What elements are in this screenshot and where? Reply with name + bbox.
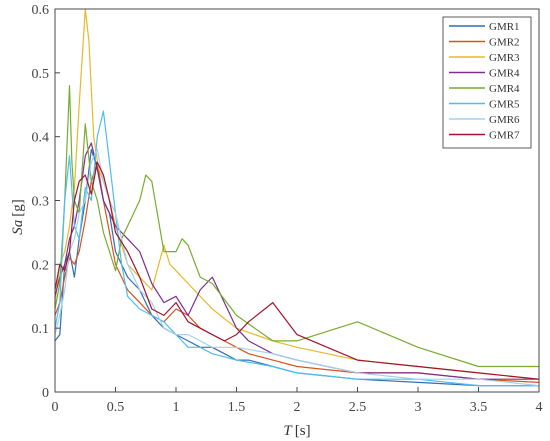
y-tick-label: 0	[42, 386, 49, 401]
legend: GMR1 GMR2 GMR3 GMR4 GMR4 GMR5 GMR6 GMR7	[442, 16, 532, 149]
legend-label-8: GMR7	[489, 130, 520, 142]
x-tick-label: 0	[52, 400, 59, 415]
x-tick-label: 2	[294, 400, 301, 415]
y-tick-label: 0.4	[32, 131, 50, 146]
x-tick-label: 3.5	[470, 400, 488, 415]
x-axis-ticks: 0 0.5 1 1.5 2 2.5 3 3.5 4	[52, 387, 543, 415]
x-axis-title-symbol: T	[283, 423, 293, 439]
legend-label-1: GMR1	[489, 21, 520, 33]
legend-label-7: GMR6	[489, 114, 520, 126]
x-axis-title-unit: [s]	[295, 423, 311, 439]
series-line-8	[54, 161, 540, 380]
y-tick-label: 0.3	[32, 195, 50, 210]
y-axis-title-symbol: Sa	[10, 220, 26, 235]
series-line-4	[54, 142, 540, 380]
y-axis-title: Sa [g]	[10, 199, 26, 235]
legend-label-5: GMR4	[489, 83, 520, 95]
legend-label-4: GMR4	[489, 68, 520, 80]
x-tick-label: 3	[415, 400, 422, 415]
x-tick-label: 1	[173, 400, 180, 415]
x-tick-label: 2.5	[349, 400, 367, 415]
series-line-6	[54, 110, 540, 387]
y-tick-label: 0.2	[32, 258, 50, 273]
series-lines	[54, 8, 540, 387]
x-tick-label: 4	[536, 400, 543, 415]
x-tick-label: 0.5	[107, 400, 125, 415]
legend-label-2: GMR2	[489, 37, 520, 49]
y-tick-label: 0.1	[32, 322, 50, 337]
series-line-2	[54, 161, 540, 383]
y-tick-label: 0.5	[32, 67, 50, 82]
x-tick-label: 1.5	[228, 400, 246, 415]
legend-box	[442, 16, 532, 149]
y-tick-label: 0.6	[32, 3, 50, 18]
legend-label-6: GMR5	[489, 99, 520, 111]
series-line-1	[54, 148, 540, 387]
y-axis-title-unit: [g]	[10, 199, 26, 217]
series-line-7	[54, 148, 540, 387]
y-axis-ticks: 0 0.1 0.2 0.3 0.4 0.5 0.6	[32, 3, 60, 401]
x-axis-title: T [s]	[283, 423, 310, 439]
legend-label-3: GMR3	[489, 52, 520, 64]
